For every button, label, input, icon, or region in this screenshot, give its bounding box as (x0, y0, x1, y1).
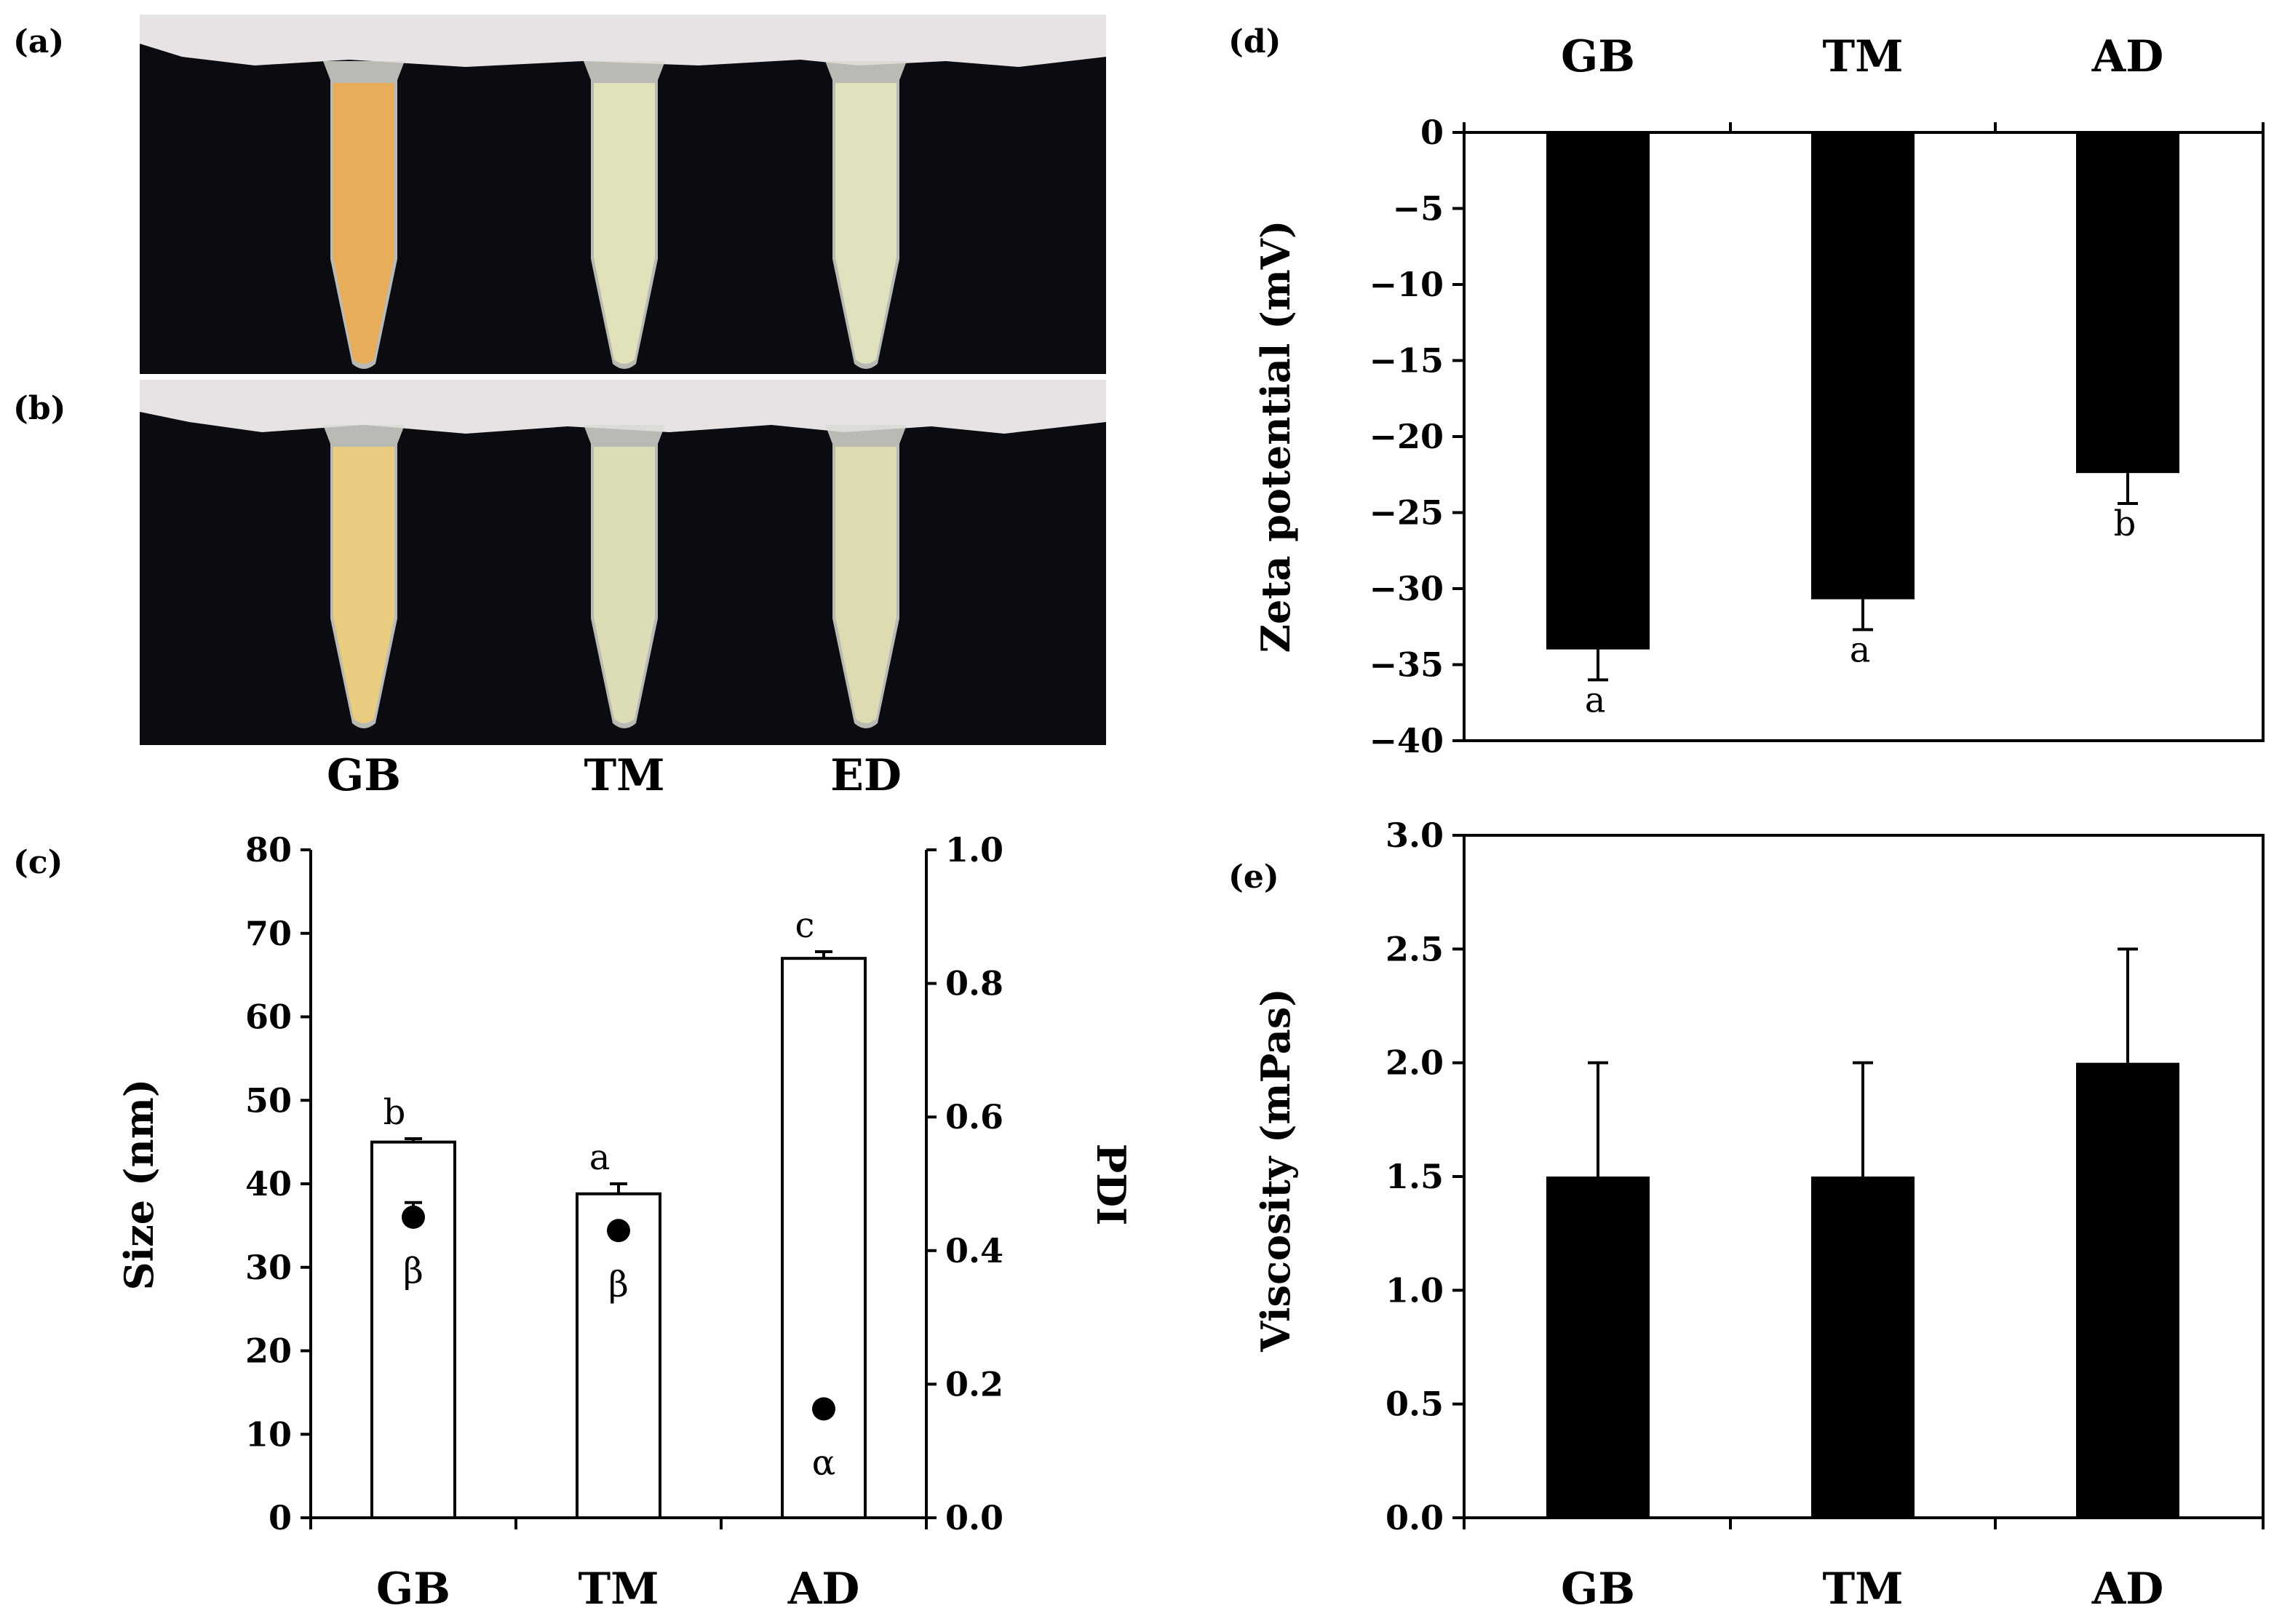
chart-c-y-tick-label: 20 (245, 1332, 292, 1371)
chart-d-y-tick-label: −10 (1369, 265, 1444, 304)
chart-c-bar (370, 1140, 456, 1519)
chart-d-y-tick-label: −40 (1369, 721, 1444, 760)
chart-e-y-tick-label: 1.5 (1386, 1157, 1444, 1196)
panel-c-label: (c) (13, 844, 63, 881)
chart-c-bar (781, 957, 867, 1520)
chart-c-y2-tick-label: 0.0 (945, 1498, 1003, 1537)
chart-d: 0 −5 −10 −15 −20 −25 −30 −35 −40 a a b (1369, 113, 2265, 760)
chart-e-bar (2076, 1062, 2179, 1518)
photo-a-strip (140, 15, 1106, 67)
chart-c-bar-letter: c (795, 905, 815, 946)
photo-b-label-ed: ED (830, 750, 902, 801)
chart-c-ylabel: Size (nm) (116, 1079, 162, 1291)
chart-c-y-tick-label: 40 (245, 1164, 292, 1203)
chart-c-y2-tick-label: 1.0 (945, 830, 1003, 869)
chart-d-ylabel: Zeta potential (mV) (1252, 220, 1299, 653)
chart-c-x-tick-gb: GB (376, 1564, 450, 1615)
chart-c-point-letter: β (608, 1264, 629, 1305)
photo-b-tube-liquid-0 (333, 447, 394, 723)
chart-c-y-tick-label: 10 (245, 1414, 292, 1454)
chart-c-y2-tick-label: 0.4 (945, 1231, 1003, 1270)
chart-d-y-tick-label: −15 (1369, 341, 1444, 381)
chart-c-y2label: PDI (1088, 1144, 1134, 1226)
panel-d-label: (d) (1228, 23, 1281, 60)
chart-c-point-letter: α (812, 1442, 835, 1483)
chart-c-y-tick-label: 70 (245, 914, 292, 953)
photo-a-tube-liquid-2 (835, 83, 896, 364)
chart-c-x-tick-tm: TM (578, 1564, 659, 1615)
panel-b-label: (b) (13, 390, 65, 427)
panel-a-label: (a) (13, 23, 64, 60)
chart-e-y-tick-label: 0.0 (1386, 1498, 1444, 1537)
chart-d-bar (2076, 132, 2179, 474)
chart-e-ylabel: Viscosity (mPas) (1252, 988, 1299, 1353)
chart-c-bar-letter: a (589, 1137, 611, 1178)
chart-d-x-tick-gb: GB (1561, 31, 1635, 82)
chart-c-y2-tick-label: 0.8 (945, 964, 1003, 1003)
chart-d-y-tick-label: −35 (1369, 645, 1444, 685)
photo-a-tube-liquid-1 (594, 83, 655, 364)
chart-e: 0.0 0.5 1.0 1.5 2.0 2.5 3.0 (1386, 816, 2265, 1537)
chart-d-y-tick-label: −5 (1392, 189, 1444, 228)
photo-b-tube-liquid-1 (594, 447, 655, 723)
chart-c-point-letter: β (403, 1251, 424, 1291)
chart-e-x-tick-ad: AD (2091, 1564, 2164, 1615)
chart-e-bar (1546, 1177, 1650, 1518)
chart-c-point (812, 1397, 835, 1421)
photo-b-label-tm: TM (584, 750, 664, 801)
chart-d-bar-letter: a (1850, 629, 1871, 670)
chart-c-y-tick-label: 30 (245, 1248, 292, 1287)
chart-c-point (607, 1219, 630, 1243)
chart-c-bar (576, 1192, 661, 1520)
chart-c-y-tick-label: 60 (245, 998, 292, 1037)
chart-c-y-tick-label: 80 (245, 830, 292, 869)
chart-e-y-tick-label: 3.0 (1386, 816, 1444, 855)
chart-d-bar-letter: b (2114, 503, 2136, 544)
chart-d-x-tick-ad: AD (2091, 31, 2164, 82)
chart-c-x-tick-ad: AD (787, 1564, 860, 1615)
chart-d-x-tick-tm: TM (1822, 31, 1903, 82)
chart-c-y2-tick-label: 0.2 (945, 1364, 1003, 1404)
chart-d-bar (1811, 132, 1915, 600)
chart-c: 0 10 20 30 40 50 60 70 80 0.0 0.2 0.4 0.6 0.8 1.0 b a c β β… (245, 830, 1003, 1537)
chart-e-x-tick-gb: GB (1561, 1564, 1635, 1615)
chart-d-y-tick-label: −20 (1369, 417, 1444, 456)
photo-a (140, 15, 1106, 374)
chart-c-y2-tick-label: 0.6 (945, 1097, 1003, 1137)
chart-d-y-tick-label: 0 (1420, 113, 1444, 152)
chart-e-y-tick-label: 2.5 (1386, 929, 1444, 968)
chart-d-y-tick-label: −25 (1369, 493, 1444, 533)
photo-b (140, 380, 1106, 745)
chart-d-bar (1546, 132, 1650, 650)
chart-c-y-tick-label: 50 (245, 1080, 292, 1120)
chart-d-bar-letter: a (1585, 680, 1606, 720)
chart-e-y-tick-label: 1.0 (1386, 1270, 1444, 1310)
chart-d-y-tick-label: −30 (1369, 569, 1444, 608)
chart-c-y-tick-label: 0 (269, 1498, 292, 1537)
chart-e-y-tick-label: 2.0 (1386, 1043, 1444, 1083)
chart-e-bar (1811, 1177, 1915, 1518)
chart-e-x-tick-tm: TM (1822, 1564, 1903, 1615)
photo-b-tube-liquid-2 (835, 447, 896, 723)
photo-a-tube-liquid-0 (333, 83, 394, 364)
panel-e-label: (e) (1228, 859, 1279, 896)
photo-b-strip (140, 380, 1106, 434)
chart-c-bar-letter: b (383, 1092, 406, 1133)
chart-e-y-tick-label: 0.5 (1386, 1385, 1444, 1424)
photo-b-label-gb: GB (327, 750, 401, 801)
chart-c-point (402, 1205, 425, 1229)
